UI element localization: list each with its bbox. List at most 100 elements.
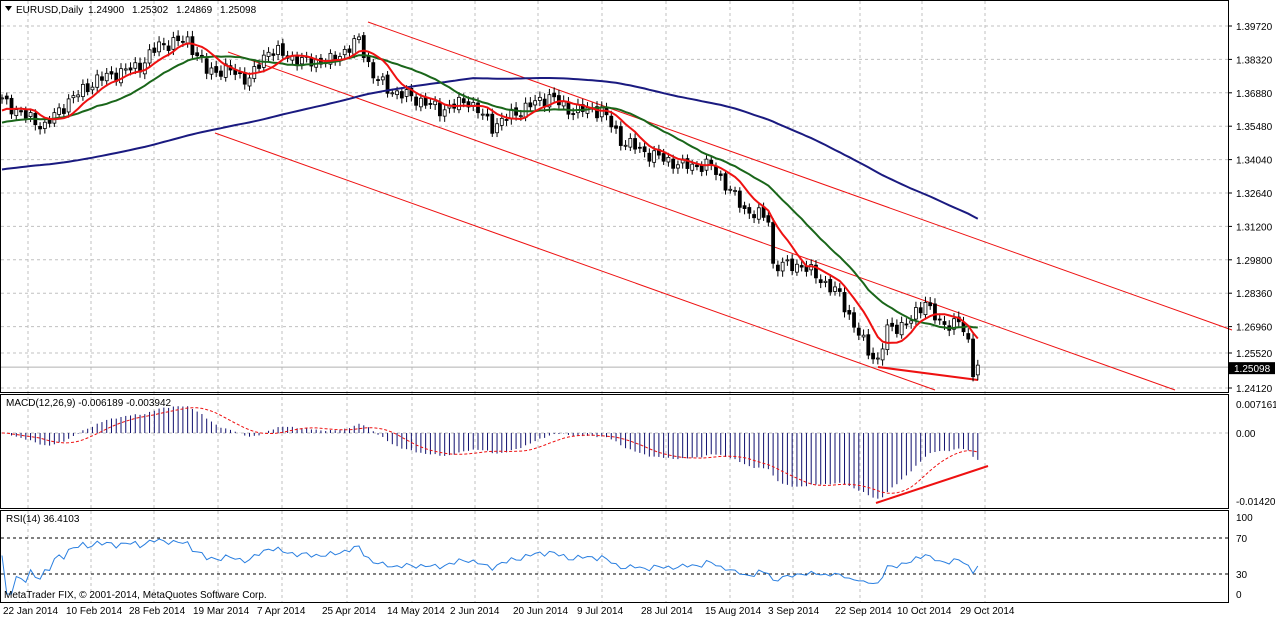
candle-body [85,83,90,93]
candle-body [342,49,347,56]
candle-body [495,123,499,134]
candle-body [890,322,895,327]
candle-body [933,303,937,321]
candle-body [747,207,752,214]
candle-body [476,102,480,114]
candle-body [880,348,885,361]
candle-body [799,265,804,268]
candle-body [9,97,14,115]
date-label: 29 Oct 2014 [960,606,1015,617]
candle-body [552,92,557,98]
candle-body [528,102,533,108]
candle-body [566,102,571,115]
candle-body [47,119,52,124]
price-tick-label: 1.24120 [1236,384,1273,395]
candle-body [756,207,761,220]
price-tick-label: 1.28360 [1236,289,1273,300]
date-label: 10 Feb 2014 [66,606,123,617]
candle-body [471,102,476,106]
macd-panel [1,406,989,504]
candle-body [595,106,599,119]
candle-body [952,318,956,330]
dropdown-triangle-icon[interactable] [5,6,12,11]
candle-body [238,72,242,74]
candle-body [28,112,33,117]
candle-body [409,88,414,97]
candle-body [785,259,790,262]
candle-body [718,173,723,176]
date-label: 9 Jul 2014 [577,606,624,617]
candle-body [899,322,904,336]
candle-body [423,97,428,106]
candle-body [875,357,880,360]
candle-body [847,310,852,315]
candle-body [909,320,914,324]
candle-body [399,91,404,99]
candle-body [918,307,923,314]
candle-body [328,52,333,65]
candle-body [376,79,380,81]
candle-body [652,150,657,163]
macd-tick-label: 0.00 [1236,429,1256,440]
price-tick-label: 1.39720 [1236,22,1273,33]
candle-body [442,109,447,117]
candle-body [571,113,576,115]
date-label: 22 Jan 2014 [3,606,58,617]
trend-channel-line [367,21,1233,331]
rsi-line [1,538,979,595]
candle-body [537,96,542,101]
candle-body [856,327,861,336]
candle-body [742,205,747,209]
candle-body [133,62,138,69]
candle-body [904,323,909,326]
candle-body [42,121,47,129]
candle-body [833,286,837,292]
candle-body [828,279,833,293]
date-label: 2 Jun 2014 [450,606,500,617]
candle-body [166,45,171,51]
candle-body [171,37,176,50]
price-panel-frame [0,0,1229,393]
candle-body [818,279,823,284]
rsi-label: RSI(14) 36.4103 [6,514,80,525]
current-price-label: 1.25098 [1234,364,1271,375]
candle-body [557,95,561,106]
price-tick-label: 1.25520 [1236,349,1273,360]
candle-body [894,324,899,334]
candle-body [128,67,133,71]
candle-body [404,89,409,97]
candle-body [81,83,85,97]
candle-body [628,137,633,148]
candle-body [533,100,538,106]
candle-body [966,333,971,340]
candle-body [885,324,890,351]
price-tick-label: 1.32640 [1236,189,1273,200]
price-tick-label: 1.31200 [1236,222,1273,233]
candle-body [780,261,785,272]
candle-body [728,188,733,191]
candle-body [666,156,671,163]
candle-body [418,97,423,108]
candle-body [433,100,438,106]
ma-slow-line [1,77,979,220]
ma-mid-line [1,54,978,330]
candle-body [733,190,737,192]
candle-body [647,152,652,162]
date-label: 14 May 2014 [387,606,445,617]
candle-body [547,94,552,108]
candle-body [299,57,304,65]
candle-body [871,352,875,360]
candle-body [242,72,247,85]
candle-body [357,36,361,40]
candle-body [942,321,947,325]
candle-body [385,74,390,94]
candle-body [76,94,81,98]
symbol-label: EURUSD,Daily [16,5,83,16]
candle-body [395,90,399,96]
moving-averages [1,42,979,344]
macd-label: MACD(12,26,9) -0.006189 -0.003942 [6,398,172,409]
candle-body [157,41,161,53]
candle-body [438,102,442,117]
